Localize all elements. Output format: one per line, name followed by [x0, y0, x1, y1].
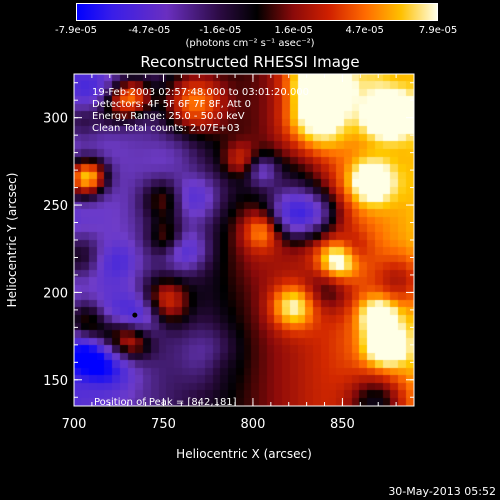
colorbar-tick-label: -7.9e-05 [55, 25, 97, 36]
x-tick-label: 750 [151, 417, 176, 432]
x-tick-label: 700 [62, 417, 87, 432]
x-tick-label: 850 [330, 417, 355, 432]
colorbar-tick-label: 7.9e-05 [418, 25, 458, 36]
y-tick-label: 300 [43, 112, 68, 127]
colorbar-gradient [76, 3, 438, 21]
colorbar-tick-label: -4.7e-05 [128, 25, 171, 36]
y-tick-label: 150 [43, 374, 68, 389]
x-axis-label: Heliocentric X (arcsec) [176, 447, 312, 461]
y-tick-label: 200 [43, 286, 68, 301]
rhessi-image-heatmap [74, 74, 414, 406]
colorbar-tick-label: 1.6e-05 [274, 25, 313, 36]
chart-title: Reconstructed RHESSI Image [140, 53, 360, 71]
y-tick-label: 250 [43, 199, 68, 214]
clean-counts-text: Clean Total counts: 2.07E+03 [92, 123, 240, 134]
peak-marker [132, 312, 138, 318]
colorbar-tick-label: -1.6e-05 [199, 25, 242, 36]
detectors-text: Detectors: 4F 5F 6F 7F 8F, Att 0 [92, 99, 252, 110]
energy-range-text: Energy Range: 25.0 - 50.0 keV [92, 111, 245, 122]
peak-position-text: Position of Peak = [842,181] [94, 397, 237, 408]
time-range-text: 19-Feb-2003 02:57:48.000 to 03:01:20.000 [92, 87, 310, 98]
plot-timestamp: 30-May-2013 05:52 [388, 485, 496, 498]
colorbar-units: (photons cm⁻² s⁻¹ asec⁻²) [185, 38, 315, 49]
x-tick-label: 800 [241, 417, 266, 432]
colorbar-tick-label: 4.7e-05 [345, 25, 384, 36]
y-axis-label: Heliocentric Y (arcsec) [5, 172, 19, 308]
